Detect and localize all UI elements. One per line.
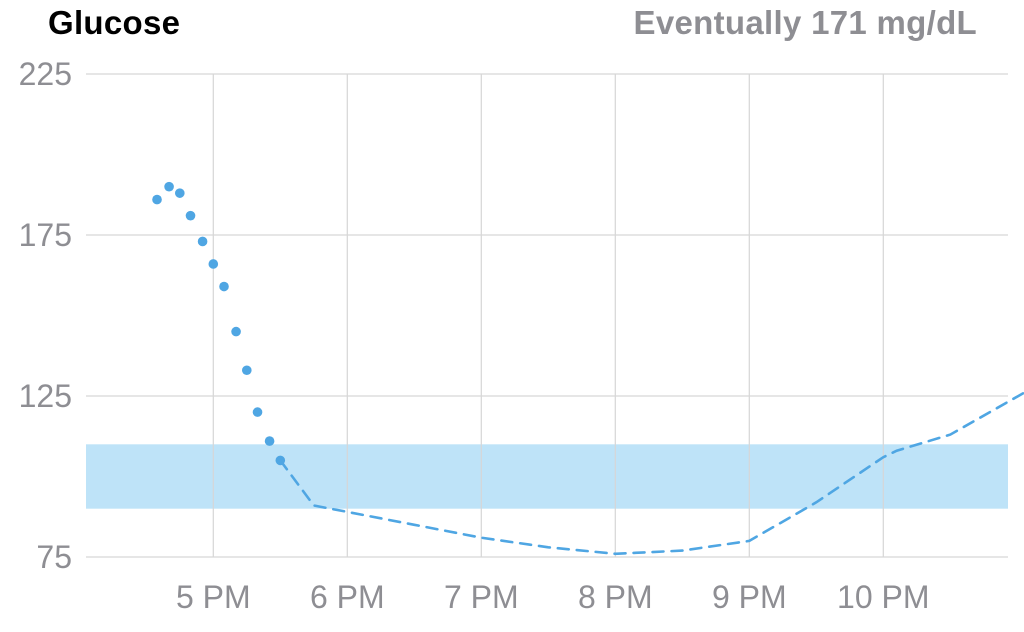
target-range-layer [86, 444, 1008, 509]
x-tick-label: 5 PM [176, 579, 251, 615]
glucose-reading-point [208, 259, 219, 269]
y-tick-label: 75 [36, 539, 72, 575]
glucose-reading-point [264, 436, 275, 446]
x-tick-label: 10 PM [837, 579, 929, 615]
eventual-glucose-label: Eventually 171 mg/dL [633, 4, 977, 41]
chart-title: Glucose [48, 4, 181, 41]
y-tick-label: 175 [19, 217, 72, 253]
glucose-reading-point [197, 236, 208, 247]
x-tick-label: 6 PM [310, 579, 385, 615]
glucose-reading-point [275, 455, 286, 466]
glucose-reading-point [164, 181, 174, 192]
glucose-reading-point [152, 194, 162, 205]
y-tick-labels: 75 125 175 225 [19, 56, 72, 575]
x-tick-labels: 5 PM 6 PM 7 PM 8 PM 9 PM 10 PM [176, 579, 930, 615]
x-tick-label: 7 PM [444, 579, 519, 615]
x-tick-label: 9 PM [712, 579, 787, 615]
grid-layer [86, 73, 1008, 558]
glucose-reading-point [242, 365, 252, 376]
x-tick-label: 8 PM [578, 579, 653, 615]
y-tick-label: 225 [19, 56, 72, 92]
series-layer [152, 181, 1024, 556]
glucose-reading-point [185, 210, 196, 221]
predicted-glucose-line [279, 391, 1024, 556]
glucose-reading-point [252, 407, 263, 417]
glucose-reading-point [219, 281, 229, 292]
target-range-band [86, 444, 1008, 509]
glucose-reading-point [231, 326, 241, 337]
glucose-reading-point [175, 188, 185, 198]
y-tick-label: 125 [19, 378, 72, 414]
